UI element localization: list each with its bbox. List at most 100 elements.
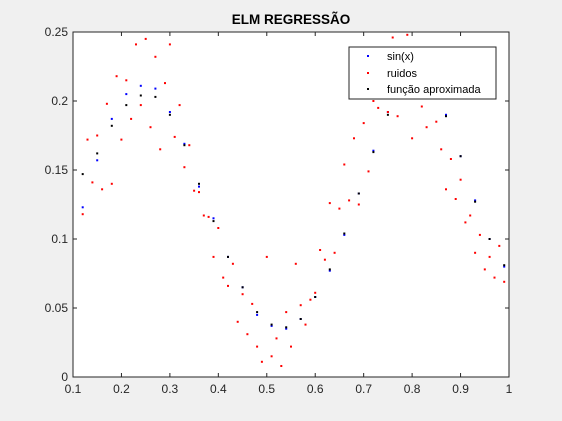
point-ruidos (115, 75, 118, 78)
point-ruidos (159, 148, 162, 151)
point-ruidos (440, 148, 443, 151)
x-axis: 0.1 0.2 0.3 0.4 0.5 0.6 0.7 0.8 0.9 1 (65, 32, 513, 396)
point-ruidos (110, 182, 113, 185)
point-sin (256, 313, 259, 316)
point-approx (110, 124, 113, 127)
point-approx (125, 104, 128, 107)
point-approx (299, 318, 302, 320)
point-ruidos (503, 280, 506, 283)
point-ruidos (227, 284, 229, 287)
point-ruidos (236, 320, 239, 323)
point-ruidos (343, 163, 346, 166)
point-ruidos (478, 233, 481, 236)
point-sin (154, 87, 157, 90)
point-ruidos (202, 214, 205, 217)
point-ruidos (348, 199, 351, 202)
point-sin (285, 327, 288, 330)
point-approx (343, 232, 346, 235)
legend-label-ruidos: ruidos (387, 68, 417, 80)
point-ruidos (241, 293, 244, 296)
point-ruidos (469, 214, 472, 217)
point-approx (445, 115, 447, 118)
point-ruidos (386, 111, 389, 113)
point-ruidos (357, 203, 360, 206)
point-ruidos (149, 126, 152, 129)
point-approx (314, 296, 317, 298)
point-ruidos (280, 365, 283, 367)
point-ruidos (498, 244, 501, 247)
point-sin (96, 159, 99, 162)
point-ruidos (86, 138, 89, 141)
point-ruidos (81, 213, 84, 216)
point-sin (328, 269, 331, 272)
x-tick-label: 0.8 (404, 382, 421, 396)
point-ruidos (96, 134, 99, 137)
point-ruidos (222, 276, 225, 279)
point-sin (183, 142, 186, 145)
point-sin (474, 199, 477, 202)
point-ruidos (256, 345, 259, 348)
point-approx (474, 200, 477, 203)
point-ruidos (396, 115, 399, 118)
point-ruidos (435, 120, 438, 123)
point-ruidos (314, 291, 317, 294)
point-ruidos (164, 82, 166, 85)
x-tick-label: 0.6 (307, 382, 324, 396)
point-ruidos (207, 215, 210, 218)
point-ruidos (91, 181, 94, 184)
point-approx (285, 326, 288, 329)
point-ruidos (299, 304, 302, 307)
point-ruidos (319, 249, 322, 251)
point-ruidos (105, 102, 108, 105)
point-ruidos (294, 262, 297, 265)
y-tick-label: 0.05 (45, 301, 69, 315)
point-ruidos (338, 207, 341, 210)
point-ruidos (120, 138, 123, 141)
point-ruidos (193, 189, 196, 192)
point-sin (110, 117, 113, 120)
legend-label-sin: sin(x) (387, 51, 414, 63)
point-approx (154, 95, 157, 98)
x-tick-label: 0.3 (162, 382, 179, 396)
point-ruidos (377, 106, 380, 109)
point-ruidos (328, 202, 331, 205)
point-sin (212, 217, 215, 220)
legend-box (348, 46, 497, 100)
point-approx (270, 323, 273, 326)
point-ruidos (275, 337, 278, 340)
point-ruidos (474, 251, 477, 254)
y-tick-label: 0.1 (51, 232, 68, 246)
point-ruidos (246, 333, 249, 336)
y-tick-label: 0.2 (51, 94, 68, 108)
point-approx (386, 113, 389, 116)
point-ruidos (391, 36, 394, 39)
point-approx (81, 173, 84, 176)
point-ruidos (183, 166, 186, 169)
point-ruidos (464, 221, 467, 224)
point-ruidos (488, 255, 491, 258)
point-approx (503, 264, 506, 267)
point-ruidos (420, 105, 423, 108)
point-sin (125, 93, 128, 96)
point-ruidos (425, 126, 428, 129)
point-approx (212, 220, 215, 223)
point-sin (198, 185, 200, 188)
legend-marker-sin (367, 55, 369, 57)
x-tick-label: 0.2 (113, 382, 130, 396)
point-approx (96, 152, 99, 155)
point-ruidos (270, 355, 273, 358)
point-approx (372, 151, 375, 154)
legend-label-approx: função aproximada (387, 84, 481, 96)
y-tick-label: 0 (61, 370, 68, 384)
point-approx (198, 182, 200, 185)
x-tick-label: 0.4 (210, 382, 227, 396)
point-approx (139, 94, 142, 97)
point-sin (270, 324, 273, 327)
point-ruidos (454, 198, 457, 200)
point-sin (445, 113, 447, 116)
point-ruidos (493, 276, 496, 279)
point-ruidos (101, 188, 104, 191)
legend-marker-ruidos (367, 72, 369, 74)
y-axis: 0 0.05 0.1 0.15 0.2 0.25 (45, 25, 509, 384)
point-ruidos (304, 323, 307, 326)
